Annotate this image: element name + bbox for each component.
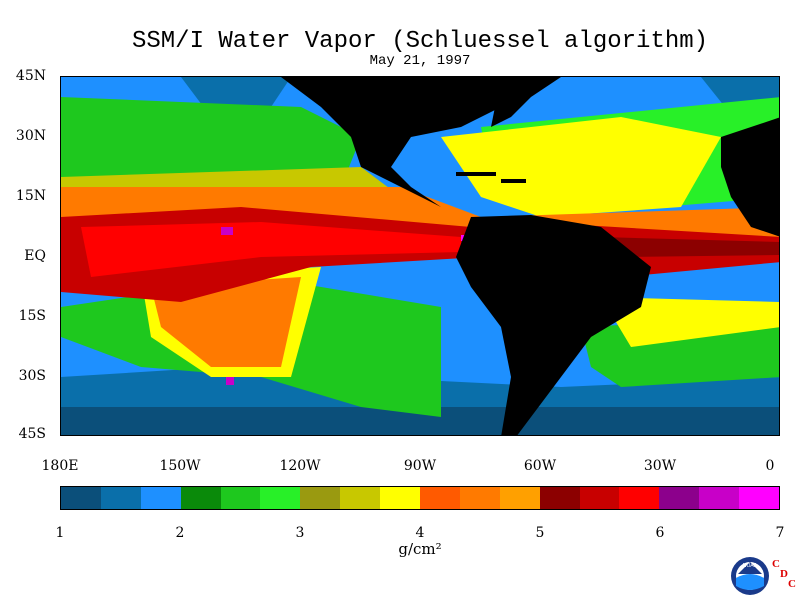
lat-label-45n: 45N bbox=[15, 68, 46, 84]
noaa-logo-icon: NOAA bbox=[731, 557, 769, 595]
map-title: SSM/I Water Vapor (Schluessel algorithm) bbox=[131, 28, 709, 55]
cdc-letter-c1: C bbox=[772, 558, 780, 570]
lat-label-45s: 45S bbox=[18, 426, 46, 442]
colorbar-swatch-12 bbox=[499, 487, 540, 509]
colorbar-swatch-13 bbox=[539, 487, 580, 509]
lat-label-15s: 15S bbox=[18, 308, 46, 324]
colorbar-swatch-11 bbox=[459, 487, 500, 509]
colorbar-swatch-14 bbox=[579, 487, 620, 509]
colorbar-swatch-5 bbox=[220, 487, 261, 509]
lat-label-30s: 30S bbox=[18, 368, 46, 384]
colorbar-swatch-6 bbox=[260, 487, 301, 509]
colorbar-swatch-10 bbox=[420, 487, 460, 509]
map-date: May 21, 1997 bbox=[369, 53, 471, 69]
noaa-logo-text: NOAA bbox=[743, 563, 758, 569]
colorbar-swatch-1 bbox=[61, 487, 101, 509]
lon-label-60w: 60W bbox=[523, 458, 557, 474]
colorbar-swatch-2 bbox=[100, 487, 141, 509]
colorbar-swatch-16 bbox=[659, 487, 700, 509]
colorbar-tick-3: 3 bbox=[295, 525, 305, 541]
colorbar bbox=[60, 486, 780, 510]
lon-label-120w: 120W bbox=[279, 458, 321, 474]
water-vapor-map bbox=[60, 76, 780, 436]
cdc-letter-d: D bbox=[780, 568, 788, 580]
lon-label-30w: 30W bbox=[643, 458, 677, 474]
colorbar-tick-4: 4 bbox=[415, 525, 425, 541]
colorbar-swatch-15 bbox=[619, 487, 660, 509]
colorbar-swatch-7 bbox=[300, 487, 341, 509]
lat-label-30n: 30N bbox=[15, 128, 46, 144]
colorbar-tick-2: 2 bbox=[175, 525, 185, 541]
lat-label-15n: 15N bbox=[15, 188, 46, 204]
colorbar-swatch-4 bbox=[180, 487, 221, 509]
lon-label-150w: 150W bbox=[159, 458, 201, 474]
lat-label-eq: EQ bbox=[24, 248, 46, 264]
cdc-letter-c2: C bbox=[788, 578, 796, 590]
lon-label-180e: 180E bbox=[41, 458, 79, 474]
colorbar-swatch-3 bbox=[140, 487, 181, 509]
lon-label-90w: 90W bbox=[403, 458, 437, 474]
colorbar-tick-7: 7 bbox=[775, 525, 785, 541]
colorbar-tick-5: 5 bbox=[535, 525, 545, 541]
lon-label-0: 0 bbox=[765, 458, 775, 474]
map-graphic bbox=[61, 77, 779, 435]
units-label: g/cm² bbox=[398, 540, 442, 558]
colorbar-swatch-9 bbox=[380, 487, 421, 509]
colorbar-swatch-17 bbox=[699, 487, 740, 509]
colorbar-swatch-8 bbox=[340, 487, 381, 509]
colorbar-swatch-18 bbox=[739, 487, 780, 509]
colorbar-tick-1: 1 bbox=[55, 525, 65, 541]
colorbar-tick-6: 6 bbox=[655, 525, 665, 541]
